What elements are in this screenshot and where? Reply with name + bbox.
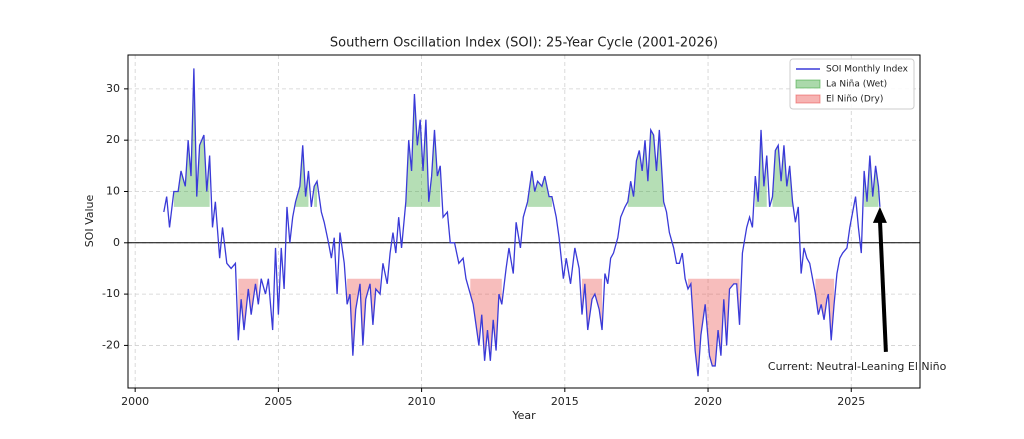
threshold-fill xyxy=(314,181,318,207)
threshold-fill xyxy=(238,278,259,341)
legend-swatch xyxy=(795,79,821,89)
threshold-fill xyxy=(527,170,552,207)
y-tick-label: 10 xyxy=(106,184,120,197)
y-tick-label: 0 xyxy=(113,236,120,249)
legend-box xyxy=(789,58,915,110)
threshold-fill xyxy=(470,278,502,361)
x-tick-label: 2000 xyxy=(121,395,149,408)
threshold-fill xyxy=(687,278,740,377)
legend-label: SOI Monthly Index xyxy=(826,65,909,75)
x-tick-label: 2015 xyxy=(551,395,579,408)
y-tick-label: -20 xyxy=(102,338,120,351)
x-tick-label: 2005 xyxy=(264,395,292,408)
annotation-arrowhead xyxy=(872,206,887,223)
y-tick-label: 20 xyxy=(106,133,120,146)
legend: SOI Monthly Index La Niña (Wet) El Niño (D… xyxy=(789,58,915,110)
y-axis-label: SOI Value xyxy=(83,194,96,247)
x-axis-label: Year xyxy=(511,409,536,422)
annotation-arrow xyxy=(877,218,888,352)
threshold-fill xyxy=(405,93,441,207)
threshold-fill xyxy=(815,278,835,341)
threshold-fill xyxy=(772,145,793,207)
soi-line xyxy=(163,68,881,377)
threshold-fill xyxy=(755,129,767,207)
y-tick-label: -10 xyxy=(102,287,120,300)
legend-swatch xyxy=(795,94,821,104)
x-tick-label: 2010 xyxy=(408,395,436,408)
threshold-fill xyxy=(347,278,381,356)
x-tick-label: 2025 xyxy=(837,395,865,408)
x-tick-label: 2020 xyxy=(694,395,722,408)
legend-label: El Niño (Dry) xyxy=(826,95,883,105)
threshold-fill xyxy=(173,68,210,207)
legend-label: La Niña (Wet) xyxy=(826,80,887,90)
chart-title: Southern Oscillation Index (SOI): 25-Yea… xyxy=(330,36,718,51)
y-tick-label: 30 xyxy=(106,82,120,95)
plot-frame xyxy=(127,54,921,389)
annotation-text: Current: Neutral-Leaning El Niño xyxy=(768,360,947,373)
